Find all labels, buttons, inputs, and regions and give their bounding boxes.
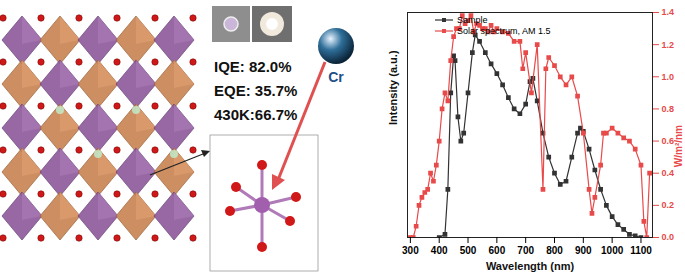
svg-text:1100: 1100 [630, 245, 652, 256]
svg-text:430K:66.7%: 430K:66.7% [214, 106, 297, 123]
svg-text:IQE: 82.0%: IQE: 82.0% [214, 58, 292, 75]
svg-text:Wavelength (nm): Wavelength (nm) [486, 260, 575, 272]
svg-text:1.2: 1.2 [662, 40, 675, 50]
svg-text:1.4: 1.4 [662, 7, 675, 17]
svg-text:1000: 1000 [601, 245, 624, 256]
svg-text:300: 300 [402, 245, 419, 256]
svg-text:Intensity (a.u.): Intensity (a.u.) [387, 50, 399, 125]
svg-text:600: 600 [489, 245, 506, 256]
svg-text:1.0: 1.0 [662, 72, 675, 82]
svg-text:0.2: 0.2 [662, 200, 675, 210]
svg-text:700: 700 [517, 245, 534, 256]
svg-text:800: 800 [546, 245, 563, 256]
svg-text:0.6: 0.6 [661, 136, 674, 146]
svg-text:0.4: 0.4 [662, 168, 675, 178]
svg-text:Cr: Cr [328, 69, 344, 85]
svg-text:400: 400 [431, 245, 448, 256]
html-text:Sample: Sample [457, 14, 488, 25]
svg-text:W/m²/nm: W/m²/nm [673, 125, 684, 167]
html-text:Solar spectrum, AM 1.5: Solar spectrum, AM 1.5 [457, 25, 551, 36]
svg-text:0.8: 0.8 [662, 104, 675, 114]
svg-text:900: 900 [575, 245, 592, 256]
svg-text:EQE: 35.7%: EQE: 35.7% [214, 82, 297, 99]
svg-text:0.0: 0.0 [662, 232, 675, 242]
svg-text:500: 500 [460, 245, 477, 256]
